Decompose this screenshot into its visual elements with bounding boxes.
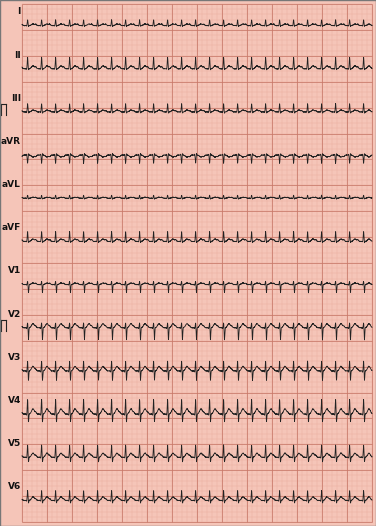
Text: aVR: aVR <box>1 137 21 146</box>
Text: V5: V5 <box>8 439 21 448</box>
Text: aVF: aVF <box>2 223 21 232</box>
Text: V4: V4 <box>8 396 21 405</box>
Text: II: II <box>14 50 21 59</box>
Text: aVL: aVL <box>2 180 21 189</box>
Text: V6: V6 <box>8 482 21 491</box>
Text: V3: V3 <box>8 353 21 362</box>
Text: I: I <box>18 7 21 16</box>
Text: V1: V1 <box>8 267 21 276</box>
Text: III: III <box>11 94 21 103</box>
Text: V2: V2 <box>8 310 21 319</box>
